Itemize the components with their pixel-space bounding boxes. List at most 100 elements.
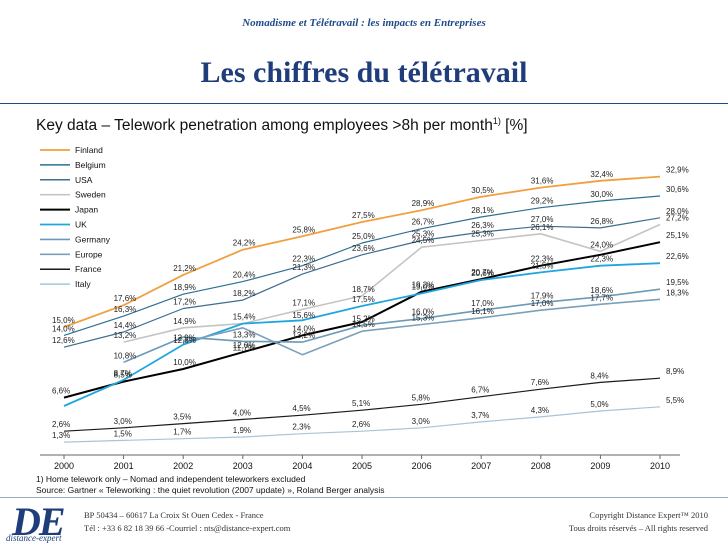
x-tick-label-2005: 2005 [352,461,372,471]
x-axis: 2000 2001 2002 2003 2004 2005 2006 2007 2008 2009… [40,454,680,471]
presentation-subtitle: Nomadisme et Télétravail : les impacts e… [242,17,486,29]
data-label-2009-87: 17,7% [590,293,613,302]
data-label-2010-95: 22,6% [666,252,689,261]
data-label-2007-66: 20,6% [471,269,494,278]
footnote-home-telework: 1) Home telework only – Nomad and indepe… [36,474,306,484]
data-label-2004-38: 13,2% [292,331,315,340]
x-tick-label-2010: 2010 [650,461,670,471]
data-label-2005-42: 27,5% [352,211,375,220]
x-tick-label-2003: 2003 [233,461,253,471]
footer-copyright: Copyright Distance Expert™ 2010 [589,510,708,520]
data-label-2003-29: 11,7% [233,344,255,353]
data-label-2002-22: 3,5% [173,413,191,422]
data-label-2006-51: 28,9% [412,199,435,208]
chart-title-unit: [%] [500,117,528,135]
data-label-2003-32: 1,9% [233,426,251,435]
data-label-2006-58: 15,3% [412,313,435,322]
data-label-2004-39: 14,0% [292,324,315,333]
data-label-2002-18: 14,9% [173,317,196,326]
data-label-2005-43: 25,0% [352,232,375,241]
data-label-2006-52: 26,7% [412,218,435,227]
data-label-2010-93: 27,2% [666,214,689,223]
data-label-2004-34: 22,3% [292,255,315,264]
x-tick-label-2006: 2006 [412,461,432,471]
data-label-2006-57: 16,0% [412,308,435,317]
data-label-2003-26: 18,2% [233,289,256,298]
legend-label-sweden: Sweden [75,190,106,200]
data-label-2006-54: 24,5% [412,236,435,245]
series-line-germany [123,288,661,364]
telework-line-chart: Finland Belgium USA Sweden Japan UK Germany Eur… [40,145,689,471]
data-label-2000-3: 6,6% [52,387,70,396]
series-line-uk [63,262,661,407]
legend-label-finland: Finland [75,145,103,155]
data-label-2010-97: 18,3% [666,288,689,297]
footer-address: BP 50434 – 60617 La Croix St Ouen Cedex … [84,510,264,520]
data-label-2007-69: 6,7% [471,386,489,395]
series-line-sweden [123,223,661,343]
data-label-2005-46: 17,5% [352,295,375,304]
data-label-2008-80: 4,3% [531,406,549,415]
data-label-2004-40: 4,5% [292,404,310,413]
data-label-2003-25: 20,4% [233,271,256,280]
series-line-italy [63,406,661,443]
data-label-2007-68: 16,1% [471,307,494,316]
data-label-2007-63: 26,3% [471,221,494,230]
data-label-2008-72: 29,2% [531,197,554,206]
data-label-2008-71: 31,6% [531,177,554,186]
data-label-2010-90: 32,9% [666,166,689,175]
data-label-2003-30: 12,0% [233,341,256,350]
data-label-2002-21: 10,0% [173,358,196,367]
data-label-2001-14: 1,5% [114,429,132,438]
data-label-2002-17: 17,2% [173,298,196,307]
data-label-2000-4: 2,6% [52,420,70,429]
series-line-france [63,377,661,432]
data-label-2003-24: 24,2% [233,239,256,248]
data-label-2002-23: 1,7% [173,428,191,437]
data-label-2009-84: 24,0% [590,240,613,249]
data-label-2001-12: 8,5% [114,371,132,380]
header-divider [0,103,728,104]
data-label-2009-82: 30,0% [590,190,613,199]
legend: Finland Belgium USA Sweden Japan UK Germany Eur… [40,145,111,289]
data-label-2007-67: 17,0% [471,299,494,308]
legend-label-italy: Italy [75,279,91,289]
footnote-source: Source: Gartner « Teleworking : the quie… [36,485,385,495]
data-labels: 15,0%14,0%12,6%6,6%2,6%1,3%17,6%16,3%14,… [52,166,689,440]
data-label-2004-36: 17,1% [292,298,315,307]
data-label-2006-59: 5,8% [412,393,430,402]
data-label-2003-31: 4,0% [233,408,251,417]
data-label-2005-45: 18,7% [352,285,375,294]
data-label-2000-2: 12,6% [52,336,75,345]
data-label-2000-0: 15,0% [52,316,75,325]
chart-title-text: Key data – Telework penetration among em… [36,117,493,135]
data-label-2010-94: 25,1% [666,231,689,240]
series-lines [63,175,661,443]
footer-divider [0,497,728,498]
data-label-2009-83: 26,8% [590,217,613,226]
chart-title: Key data – Telework penetration among em… [36,116,528,135]
data-label-2005-49: 5,1% [352,399,370,408]
x-tick-label-2004: 2004 [292,461,312,471]
series-line-japan [63,241,661,399]
data-label-2006-56: 19,0% [412,282,435,291]
data-label-2001-11: 8,7% [114,369,132,378]
data-label-2009-88: 8,4% [590,371,608,380]
data-label-2002-16: 18,9% [173,283,196,292]
legend-label-uk: UK [75,220,87,230]
data-label-2005-47: 15,2% [352,314,375,323]
data-label-2001-10: 10,8% [114,351,137,360]
data-label-2009-89: 5,0% [590,400,608,409]
data-label-2001-7: 16,3% [114,305,137,314]
data-label-2002-15: 21,2% [173,264,196,273]
data-label-2008-77: 17,9% [531,292,554,301]
data-label-2008-75: 22,3% [531,255,554,264]
data-label-2000-5: 1,3% [52,431,70,440]
data-label-2010-99: 5,5% [666,396,684,405]
series-line-finland [63,175,661,328]
data-label-2001-9: 13,2% [114,331,137,340]
slide-title: Les chiffres du télétravail [200,56,528,89]
legend-label-japan: Japan [75,205,98,215]
chart-title-footnote-mark: 1) [492,116,501,126]
data-label-2007-70: 3,7% [471,411,489,420]
